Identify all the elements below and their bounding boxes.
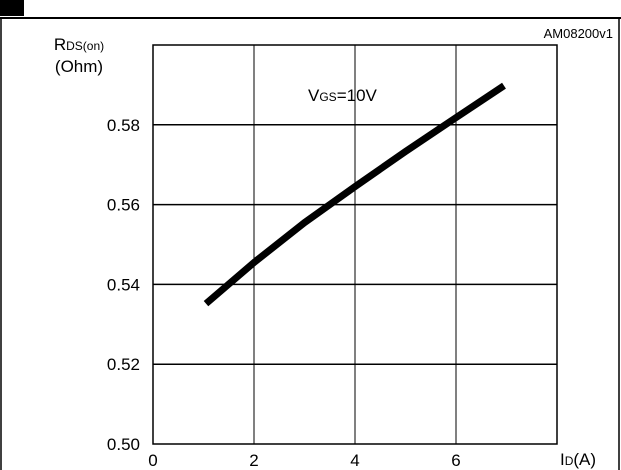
x-tick-label: 2 bbox=[249, 451, 258, 470]
x-axis-label-sub: D bbox=[565, 454, 574, 468]
y-tick-labels: 0.50 0.52 0.54 0.56 0.58 bbox=[107, 116, 140, 454]
series-line-0 bbox=[203, 82, 506, 307]
y-tick-label: 0.58 bbox=[107, 116, 140, 135]
y-tick-label: 0.56 bbox=[107, 196, 140, 215]
y-axis-label: RDS(on) bbox=[54, 35, 104, 54]
x-tick-label: 4 bbox=[350, 451, 359, 470]
y-tick-label: 0.50 bbox=[107, 435, 140, 454]
figure-id: AM08200v1 bbox=[544, 26, 613, 41]
x-axis-label: ID(A) bbox=[560, 450, 596, 469]
x-tick-label: 6 bbox=[451, 451, 460, 470]
grid-lines bbox=[153, 45, 557, 444]
annotation-sub: GS bbox=[319, 90, 336, 104]
x-axis-label-main: I bbox=[560, 450, 565, 469]
y-tick-label: 0.52 bbox=[107, 355, 140, 374]
y-axis-label-sub: DS(on) bbox=[66, 39, 104, 53]
y-tick-label: 0.54 bbox=[107, 275, 140, 294]
annotation-rest: =10V bbox=[337, 86, 378, 105]
x-tick-label: 0 bbox=[148, 451, 157, 470]
annotation-main: V bbox=[308, 86, 320, 105]
x-axis-label-unit: (A) bbox=[573, 450, 596, 469]
condition-annotation: VGS=10V bbox=[308, 86, 378, 105]
plot-area-border bbox=[152, 44, 558, 445]
y-axis-unit: (Ohm) bbox=[55, 57, 103, 76]
series-layer bbox=[203, 82, 506, 307]
x-tick-labels: 0 2 4 6 bbox=[148, 451, 460, 470]
cropped-heading-fragment bbox=[0, 0, 24, 16]
y-axis-label-main: R bbox=[54, 35, 66, 54]
